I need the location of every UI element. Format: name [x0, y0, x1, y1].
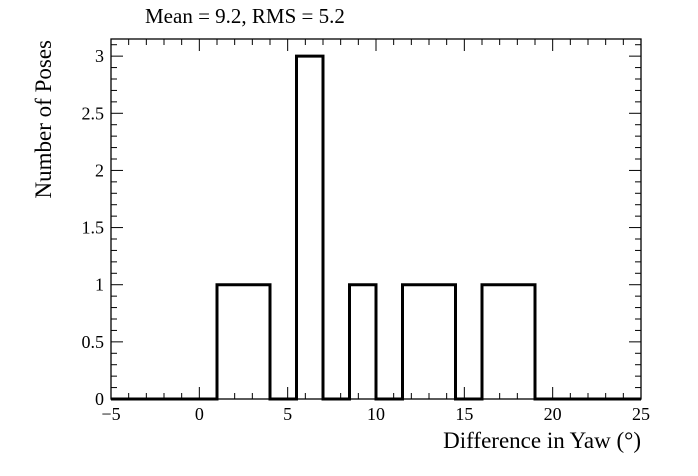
histogram-bin: [429, 285, 456, 399]
x-tick-label: 20: [544, 404, 562, 424]
x-tick-label: 5: [283, 404, 292, 424]
y-tick-label: 2: [95, 160, 104, 180]
histogram-bin: [244, 285, 271, 399]
chart-title: Mean = 9.2, RMS = 5.2: [145, 4, 345, 28]
x-tick-label: 25: [632, 404, 650, 424]
histogram-bin: [297, 56, 324, 399]
x-axis-label: Difference in Yaw (°): [443, 428, 641, 453]
x-tick-label: 10: [367, 404, 385, 424]
plot-frame: [110, 38, 642, 400]
y-tick-label: 0.5: [82, 332, 105, 352]
y-tick-label: 3: [95, 46, 104, 66]
y-tick-label: 0: [95, 389, 104, 409]
y-tick-label: 2.5: [82, 103, 105, 123]
histogram-outline: [111, 54, 641, 401]
x-tick-label: 0: [195, 404, 204, 424]
histogram-bin: [217, 285, 244, 399]
y-axis-label: Number of Poses: [31, 40, 56, 198]
histogram-bin: [403, 285, 430, 399]
x-tick-label: 15: [455, 404, 473, 424]
x-tick-label: −5: [101, 404, 120, 424]
histogram-bin: [350, 285, 377, 399]
histogram-bin: [482, 285, 509, 399]
y-tick-label: 1.5: [82, 218, 105, 238]
y-tick-label: 1: [95, 275, 104, 295]
histogram-bin: [509, 285, 536, 399]
histogram-bars: [111, 54, 641, 401]
